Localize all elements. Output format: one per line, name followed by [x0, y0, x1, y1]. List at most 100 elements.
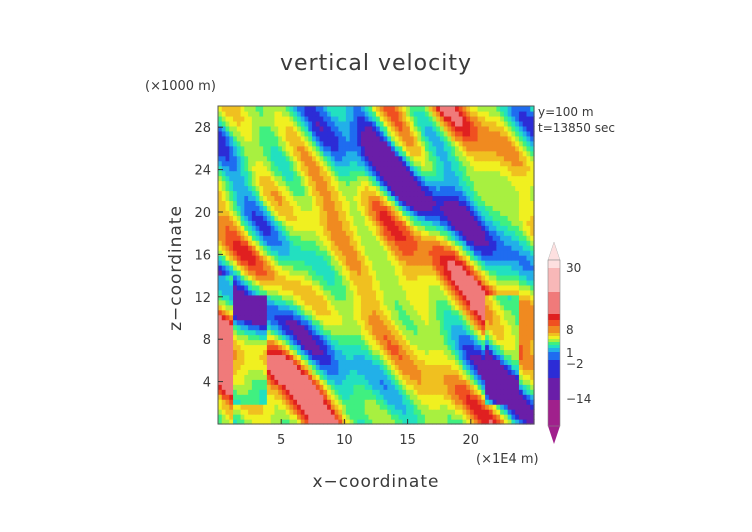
- heatmap-cell: [383, 419, 388, 425]
- heatmap-cell: [530, 364, 535, 370]
- heatmap-cell: [526, 200, 531, 206]
- heatmap-cell: [451, 150, 456, 157]
- heatmap-cell: [360, 235, 366, 241]
- heatmap-cell: [518, 175, 524, 182]
- heatmap-cell: [511, 364, 516, 370]
- heatmap-cell: [515, 394, 520, 400]
- heatmap-cell: [259, 269, 264, 276]
- heatmap-cell: [398, 274, 403, 281]
- heatmap-cell: [413, 324, 418, 331]
- heatmap-cell: [413, 384, 418, 390]
- heatmap-cell: [500, 195, 505, 202]
- heatmap-cell: [323, 255, 328, 261]
- heatmap-cell: [492, 220, 497, 226]
- heatmap-cell: [432, 190, 437, 197]
- heatmap-cell: [417, 190, 422, 197]
- heatmap-cell: [402, 225, 407, 231]
- heatmap-cell: [526, 235, 531, 241]
- heatmap-cell: [285, 150, 291, 157]
- heatmap-cell: [443, 414, 449, 420]
- heatmap-cell: [263, 200, 268, 206]
- heatmap-cell: [500, 190, 505, 197]
- heatmap-cell: [236, 225, 242, 231]
- heatmap-cell: [221, 170, 227, 177]
- heatmap-cell: [289, 324, 294, 331]
- heatmap-cell: [409, 304, 415, 311]
- heatmap-cell: [300, 319, 306, 326]
- heatmap-cell: [225, 384, 230, 390]
- heatmap-cell: [443, 235, 449, 241]
- heatmap-cell: [274, 255, 279, 261]
- heatmap-cell: [428, 299, 434, 306]
- heatmap-cell: [417, 150, 422, 157]
- heatmap-cell: [372, 140, 377, 147]
- heatmap-cell: [345, 309, 351, 316]
- heatmap-cell: [387, 269, 392, 276]
- heatmap-cell: [428, 205, 434, 211]
- heatmap-cell: [515, 215, 520, 221]
- heatmap-cell: [289, 369, 294, 375]
- heatmap-cell: [500, 339, 505, 346]
- heatmap-cell: [248, 399, 253, 405]
- heatmap-cell: [488, 170, 494, 177]
- heatmap-cell: [360, 359, 366, 365]
- heatmap-cell: [376, 324, 381, 331]
- heatmap-cell: [312, 160, 317, 167]
- heatmap-cell: [500, 170, 505, 177]
- heatmap-cell: [432, 225, 437, 231]
- heatmap-cell: [376, 230, 381, 236]
- heatmap-cell: [485, 195, 490, 202]
- heatmap-cell: [455, 215, 460, 221]
- heatmap-cell: [312, 125, 317, 132]
- heatmap-cell: [300, 344, 306, 351]
- heatmap-cell: [244, 225, 249, 231]
- heatmap-cell: [518, 319, 524, 326]
- heatmap-cell: [515, 399, 520, 405]
- heatmap-cell: [402, 230, 407, 236]
- heatmap-cell: [436, 165, 441, 172]
- heatmap-cell: [417, 324, 422, 331]
- heatmap-cell: [477, 240, 482, 246]
- heatmap-cell: [492, 185, 497, 192]
- heatmap-cell: [338, 140, 343, 147]
- heatmap-cell: [451, 175, 456, 182]
- heatmap-cell: [470, 399, 475, 405]
- heatmap-cell: [455, 195, 460, 202]
- heatmap-cell: [379, 284, 385, 291]
- heatmap-cell: [515, 135, 520, 142]
- heatmap-cell: [312, 185, 317, 192]
- heatmap-cell: [462, 354, 467, 361]
- heatmap-cell: [500, 279, 505, 286]
- heatmap-cell: [402, 220, 407, 226]
- heatmap-cell: [263, 279, 268, 286]
- heatmap-cell: [398, 294, 403, 301]
- heatmap-cell: [353, 374, 358, 380]
- heatmap-cell: [462, 240, 467, 246]
- heatmap-cell: [466, 364, 471, 370]
- heatmap-cell: [308, 160, 313, 167]
- heatmap-cell: [274, 359, 279, 365]
- heatmap-cell: [398, 364, 403, 370]
- heatmap-cell: [312, 165, 317, 172]
- heatmap-cell: [278, 210, 283, 216]
- heatmap-cell: [319, 155, 324, 162]
- heatmap-cell: [462, 150, 467, 157]
- heatmap-cell: [436, 289, 441, 296]
- heatmap-cell: [406, 409, 411, 415]
- heatmap-cell: [477, 414, 482, 420]
- heatmap-cell: [342, 245, 347, 251]
- heatmap-cell: [436, 210, 441, 216]
- heatmap-cell: [511, 165, 516, 172]
- heatmap-cell: [289, 384, 294, 390]
- heatmap-cell: [338, 190, 343, 197]
- heatmap-cell: [424, 255, 430, 261]
- heatmap-cell: [522, 344, 528, 351]
- heatmap-cell: [368, 374, 373, 380]
- heatmap-cell: [270, 409, 276, 415]
- heatmap-cell: [225, 279, 230, 286]
- heatmap-cell: [473, 394, 479, 400]
- heatmap-cell: [402, 289, 407, 296]
- heatmap-cell: [383, 140, 388, 147]
- heatmap-cell: [244, 245, 249, 251]
- heatmap-cell: [439, 190, 445, 197]
